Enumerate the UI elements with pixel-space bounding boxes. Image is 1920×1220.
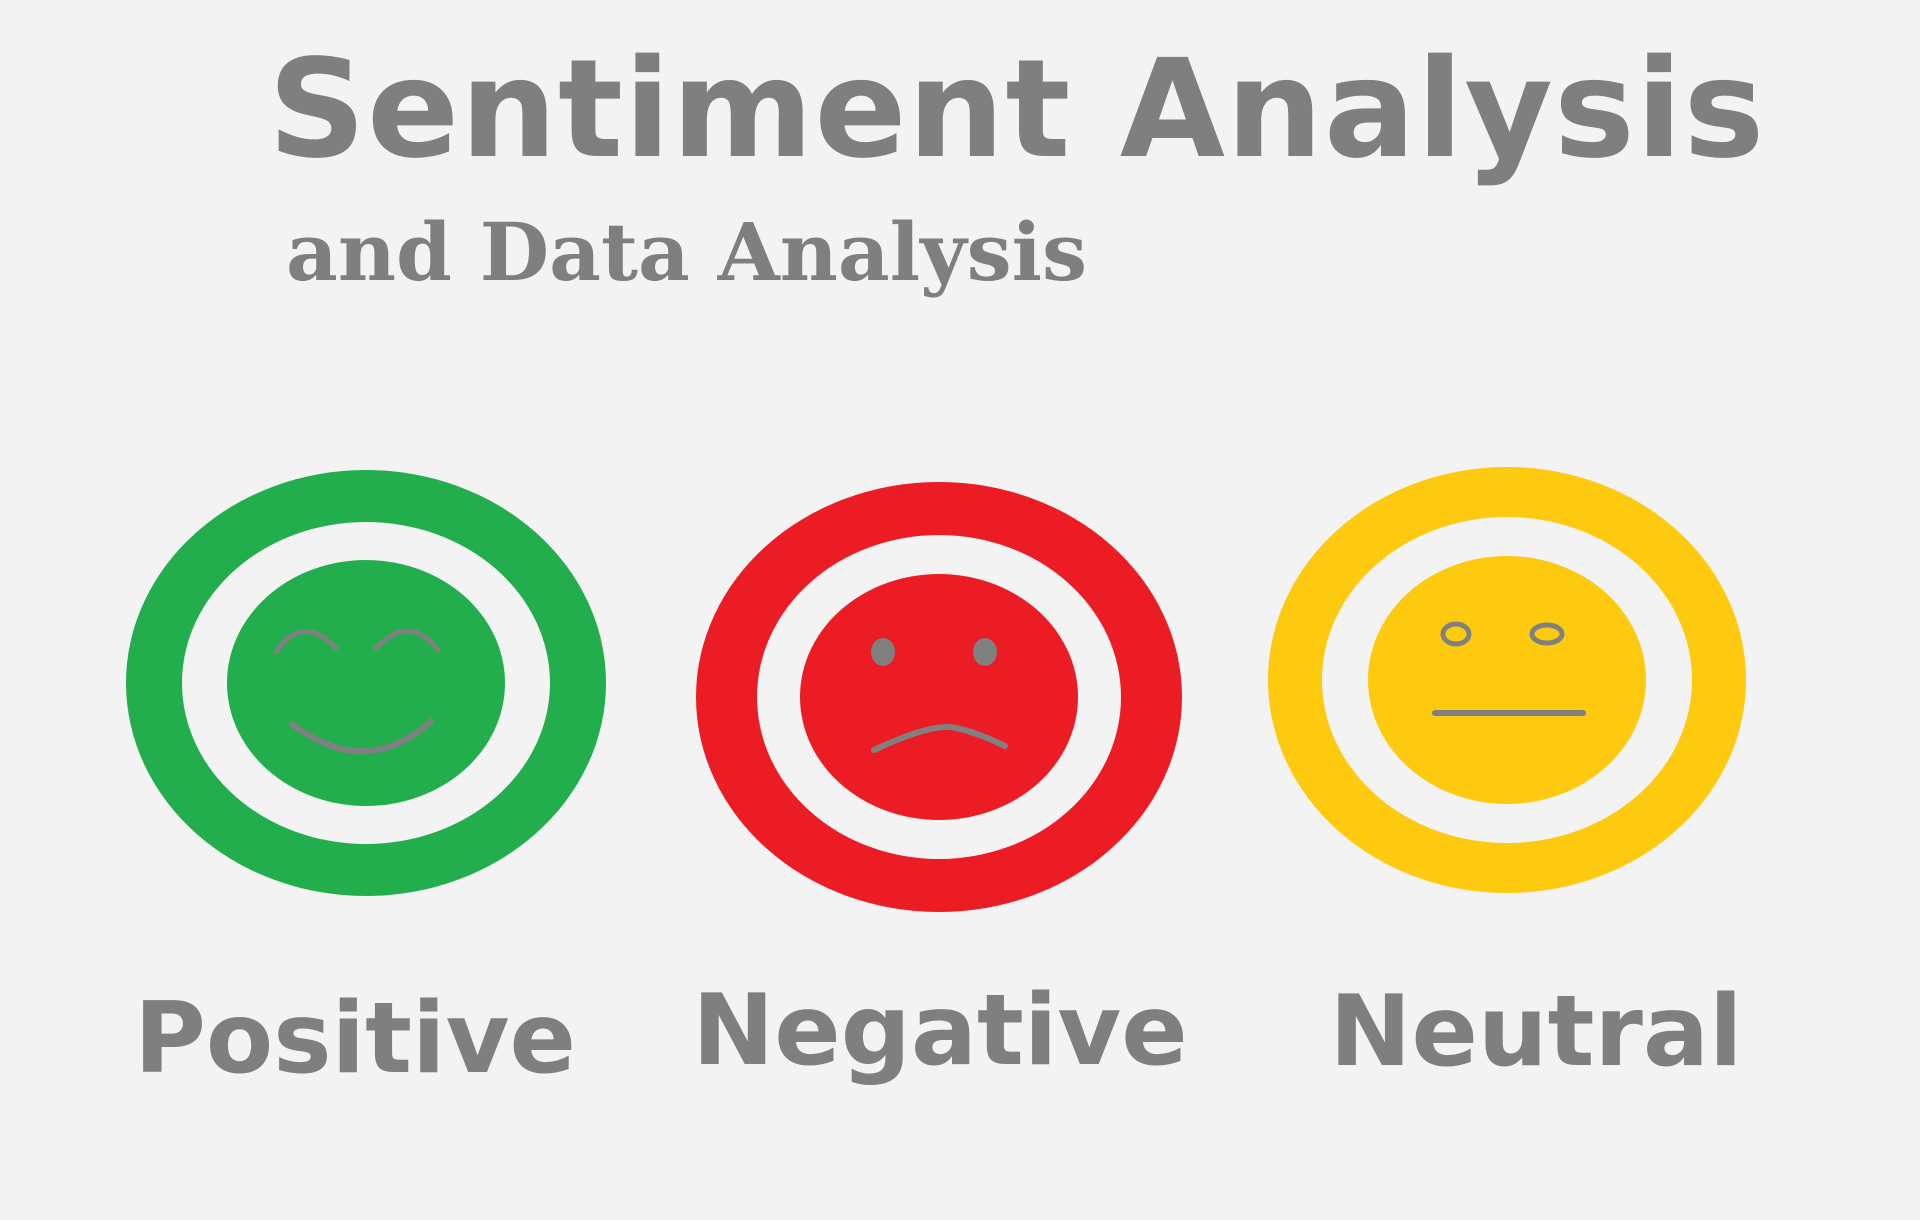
- negative-face-disc: [800, 574, 1078, 820]
- title: Sentiment Analysis: [268, 31, 1766, 189]
- right-eye: [973, 638, 997, 666]
- right-eye-open: [1529, 622, 1565, 646]
- neutral-face-disc: [1368, 556, 1646, 804]
- negative-face: [696, 482, 1182, 912]
- positive-face-disc: [227, 560, 505, 806]
- label-negative: Negative: [692, 974, 1188, 1088]
- neutral-face-icon: [1268, 467, 1746, 893]
- label-positive: Positive: [134, 982, 576, 1096]
- positive-face: [126, 470, 606, 896]
- right-eye-closed: [373, 628, 441, 653]
- left-eye-open: [1440, 621, 1472, 647]
- label-neutral: Neutral: [1329, 975, 1743, 1089]
- left-eye: [871, 638, 895, 666]
- subtitle: and Data Analysis: [286, 205, 1088, 299]
- frowning-face-icon: [696, 482, 1182, 912]
- smiling-face-icon: [126, 470, 606, 896]
- left-eye-closed: [273, 629, 339, 655]
- frown-mouth: [871, 723, 1008, 753]
- smile-mouth: [289, 718, 434, 755]
- neutral-face: [1268, 467, 1746, 893]
